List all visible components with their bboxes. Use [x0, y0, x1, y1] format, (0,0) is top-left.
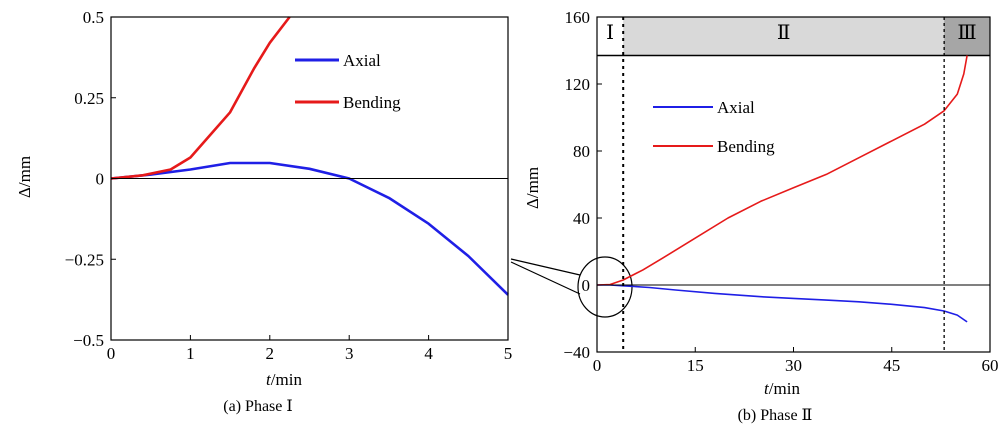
x-tick-label: 5 — [504, 344, 513, 363]
y-tick-label: 0.5 — [83, 8, 104, 27]
x-tick-label: 2 — [266, 344, 275, 363]
y-tick-label: −40 — [563, 343, 590, 362]
y-tick-label: −0.5 — [73, 331, 104, 350]
panel-b-ylabel: Δ/mm — [523, 167, 542, 209]
y-tick-label: −0.25 — [65, 250, 104, 269]
panel-b-phase-bands: Ⅰ Ⅱ Ⅲ — [597, 17, 990, 57]
series-line-bending — [596, 55, 968, 286]
panel-a-ylabel: Δ/mm — [15, 156, 34, 198]
phase-band-3 — [944, 17, 990, 56]
x-tick-label: 45 — [883, 356, 900, 375]
x-tick-label: 60 — [982, 356, 999, 375]
y-tick-label: 80 — [573, 142, 590, 161]
legend-label-bending: Bending — [717, 137, 775, 156]
x-tick-label: 1 — [186, 344, 195, 363]
phase-band-1 — [597, 17, 624, 56]
y-tick-label: 40 — [573, 209, 590, 228]
x-tick-label: 3 — [345, 344, 354, 363]
x-tick-label: 0 — [593, 356, 602, 375]
x-tick-label: 15 — [687, 356, 704, 375]
panel-b-plot-frame — [596, 16, 991, 353]
zoom-indicator — [510, 256, 633, 318]
x-tick-label: 30 — [785, 356, 802, 375]
series-line-axial — [597, 284, 968, 323]
y-tick-label: 0 — [582, 276, 591, 295]
legend-label-axial: Axial — [343, 51, 381, 70]
y-tick-label: 120 — [565, 75, 591, 94]
series-line-axial — [110, 161, 509, 296]
phase-label-3: Ⅲ — [957, 22, 976, 44]
panel-b-phase-boundaries — [622, 17, 945, 352]
panel-a-ticks: 0 1 2 3 4 5 0.5 0.25 0 −0.25 −0.5 — [65, 8, 513, 363]
panel-a: 0 1 2 3 4 5 0.5 0.25 0 −0.25 −0.5 Δ/mm t/min Axial… — [15, 8, 512, 415]
panel-a-caption: (a) Phase Ⅰ — [223, 398, 292, 415]
zoom-connector-upper — [510, 258, 581, 276]
y-tick-label: 160 — [565, 8, 591, 27]
x-tick-label: 0 — [107, 344, 116, 363]
x-tick-label: 4 — [424, 344, 433, 363]
legend-label-axial: Axial — [717, 98, 755, 117]
series-line-bending — [110, 16, 291, 180]
y-tick-label: 0.25 — [74, 89, 104, 108]
panel-b-series — [596, 55, 968, 323]
legend-label-bending: Bending — [343, 93, 401, 112]
panel-a-legend: Axial Bending — [295, 51, 401, 112]
panel-a-series — [110, 16, 509, 296]
panel-a-xlabel: t/min — [266, 370, 302, 389]
zoom-connector-lower — [510, 261, 581, 295]
phase-band-2 — [623, 17, 945, 56]
phase-label-1: Ⅰ — [606, 22, 614, 44]
y-tick-label: 0 — [96, 170, 105, 189]
panel-b-legend: Axial Bending — [653, 98, 775, 156]
phase-label-2: Ⅱ — [777, 22, 791, 44]
panel-b-caption: (b) Phase Ⅱ — [738, 407, 813, 424]
panel-b-xlabel: t/min — [764, 379, 800, 398]
